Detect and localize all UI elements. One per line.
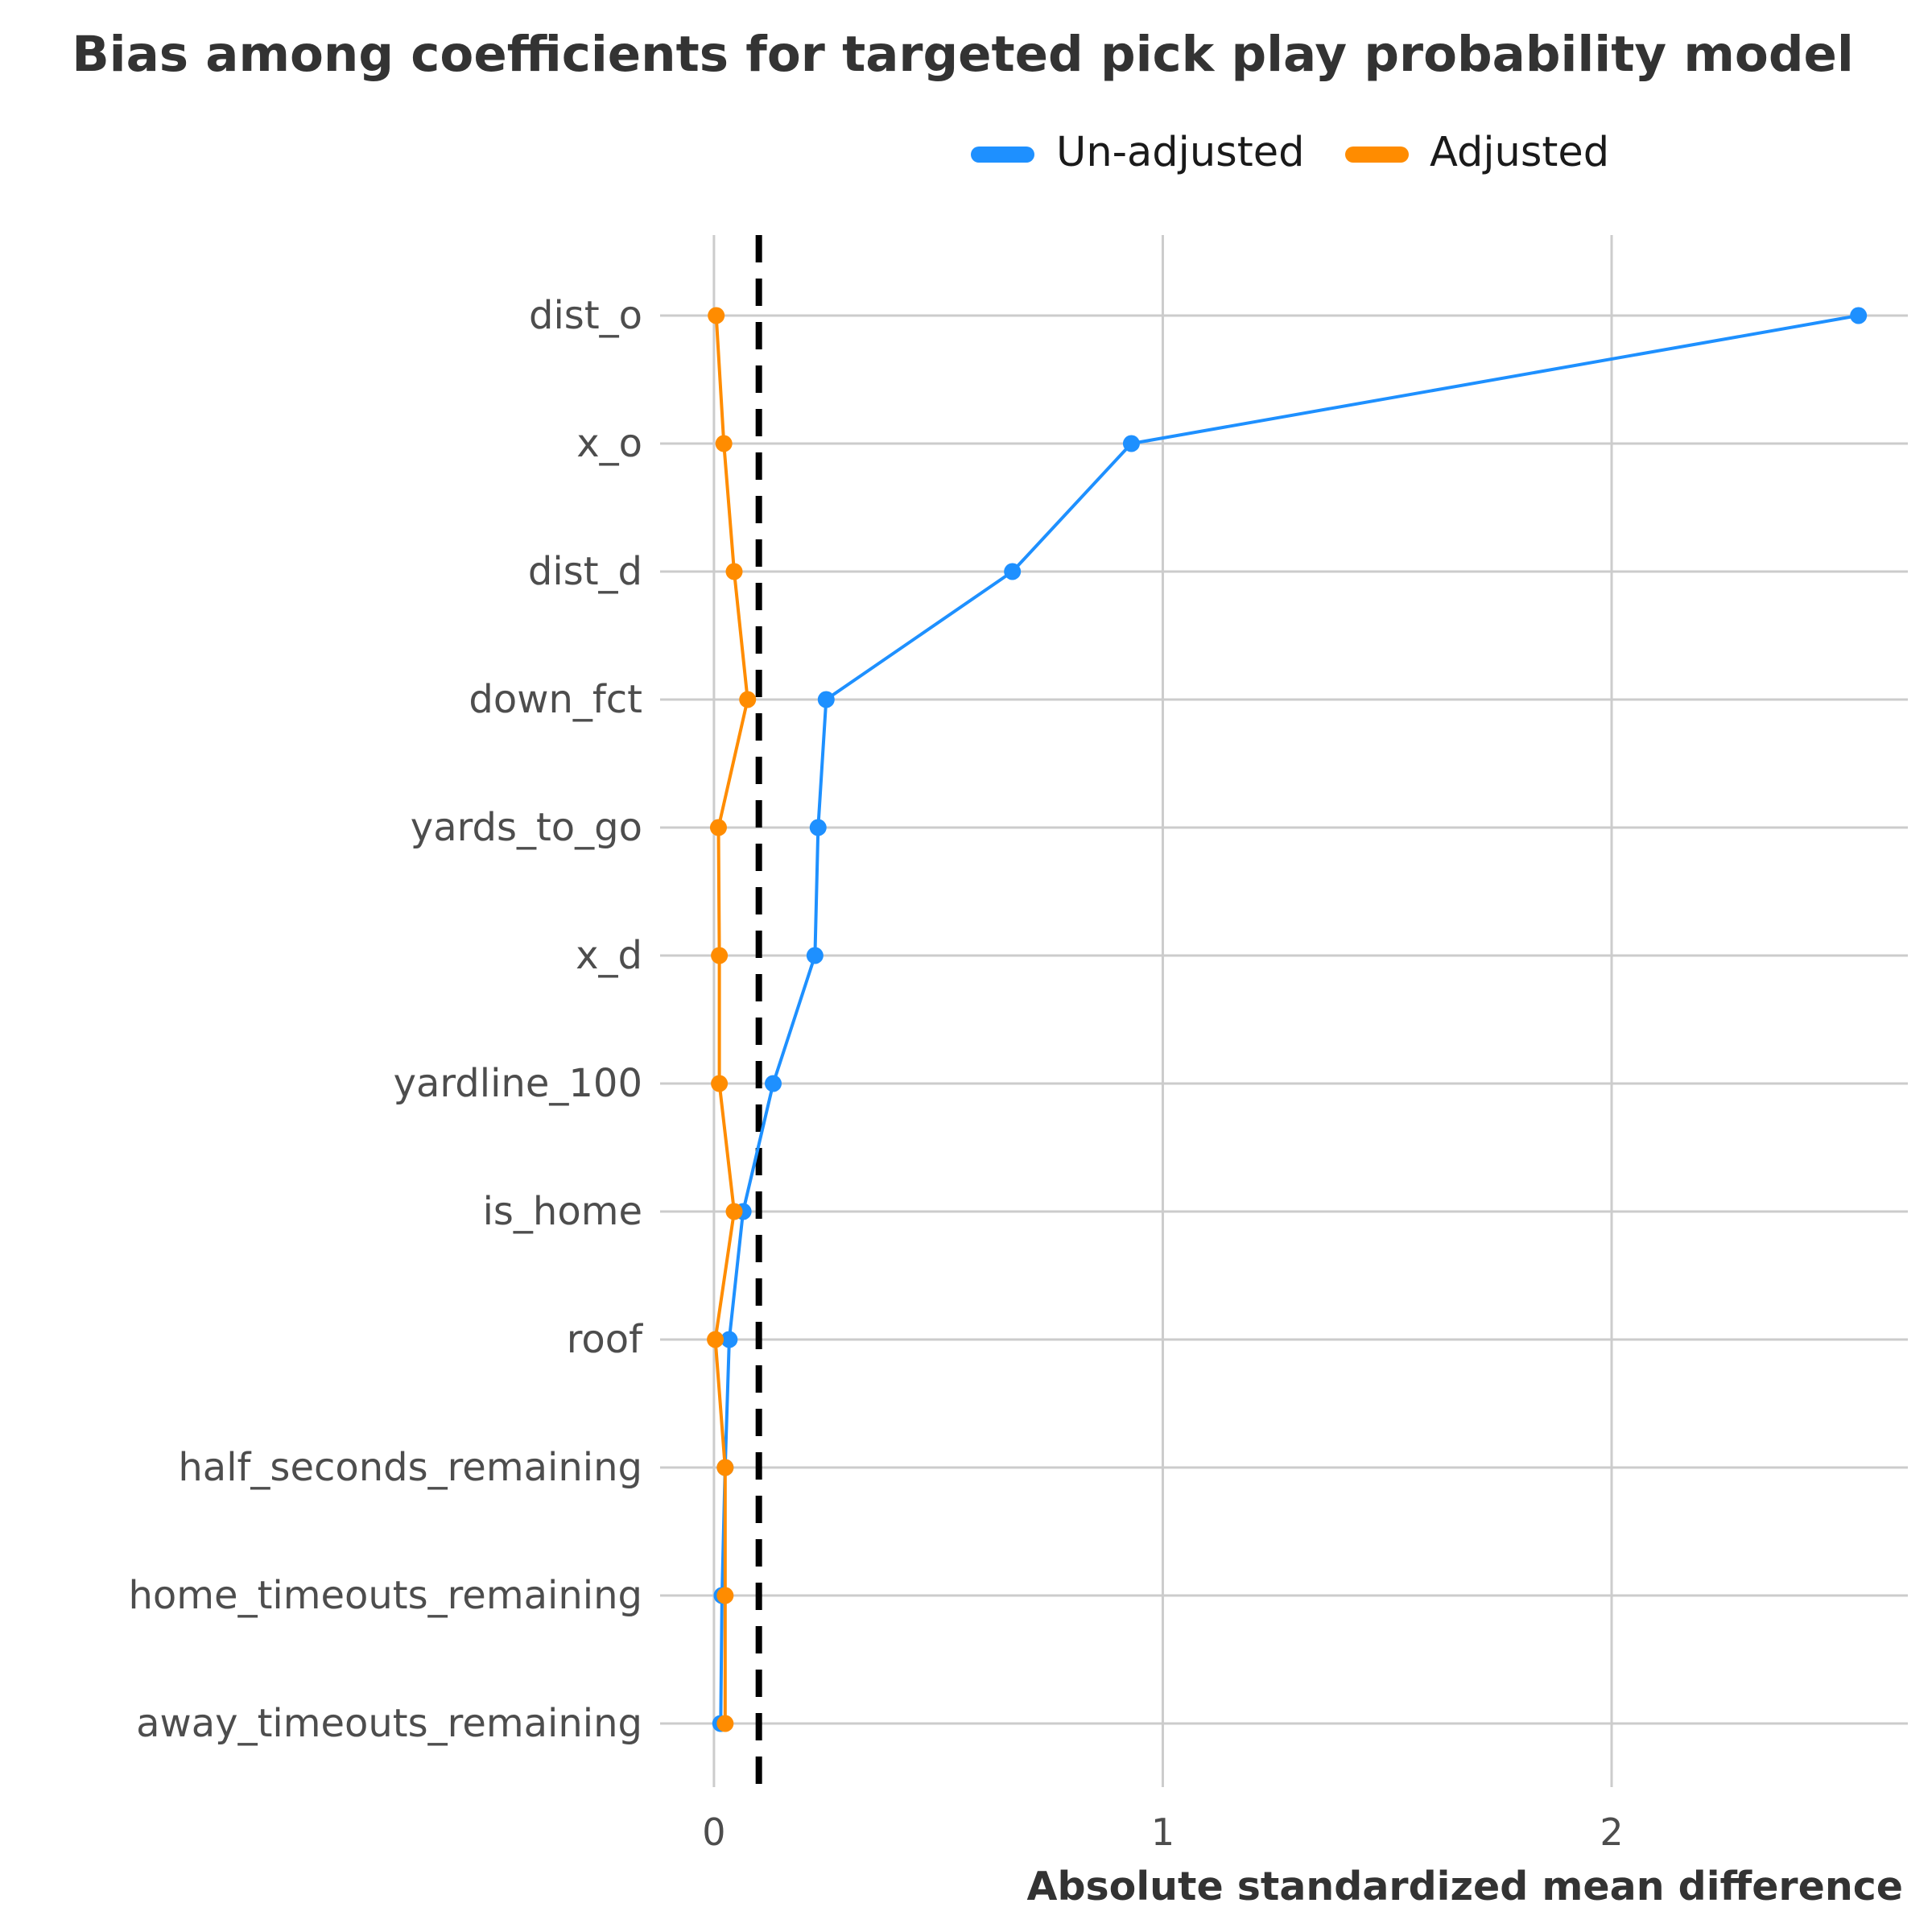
point-un-adjusted-yardline-100 [765, 1075, 782, 1092]
y-tick-label-roof: roof [567, 1317, 643, 1362]
chart-title: Bias among coefficients for targeted pic… [72, 26, 1854, 83]
y-tick-label-away-timeouts-remaining: away_timeouts_remaining [136, 1701, 642, 1746]
point-adjusted-x-o [715, 435, 733, 452]
y-gridlines [660, 314, 1908, 1725]
x-tick-label-0: 0 [702, 1810, 725, 1854]
point-un-adjusted-dist-d [1004, 563, 1022, 580]
series-un-adjusted [712, 307, 1868, 1732]
x-axis-title: Absolute standardized mean difference [1027, 1864, 1903, 1909]
series-line-un-adjusted [719, 314, 1860, 1724]
legend-label-unadjusted: Un-adjusted [1056, 129, 1305, 176]
point-adjusted-yardline-100 [711, 1075, 729, 1092]
point-adjusted-dist-d [725, 563, 743, 580]
y-tick-label-yardline-100: yardline_100 [394, 1061, 642, 1106]
point-adjusted-down-fct [739, 691, 757, 708]
point-adjusted-roof [707, 1331, 724, 1348]
y-tick-label-x-o: x_o [576, 421, 642, 466]
x-tick-label-1: 1 [1151, 1810, 1174, 1854]
point-un-adjusted-x-d [806, 947, 824, 964]
y-tick-label-home-timeouts-remaining: home_timeouts_remaining [128, 1573, 642, 1618]
series-layer [707, 307, 1868, 1732]
point-adjusted-is-home [725, 1203, 743, 1220]
x-gridlines [712, 235, 1613, 1787]
series-adjusted [707, 307, 757, 1732]
legend-label-adjusted: Adjusted [1430, 129, 1609, 176]
point-un-adjusted-yards-to-go [809, 819, 827, 836]
x-axis-labels: 0 1 2 [702, 1810, 1623, 1854]
legend: Un-adjusted Adjusted [971, 129, 1609, 176]
point-un-adjusted-dist-o [1850, 307, 1868, 324]
point-adjusted-dist-o [708, 307, 725, 324]
x-tick-label-2: 2 [1600, 1810, 1623, 1854]
point-adjusted-away-timeouts-remaining [716, 1715, 734, 1732]
point-un-adjusted-x-o [1122, 435, 1140, 452]
y-tick-label-half-seconds-remaining: half_seconds_remaining [178, 1445, 642, 1490]
y-tick-label-dist-d: dist_d [528, 549, 642, 594]
point-adjusted-home-timeouts-remaining [716, 1587, 734, 1604]
y-tick-label-yards-to-go: yards_to_go [411, 805, 642, 850]
point-adjusted-yards-to-go [709, 819, 727, 836]
point-adjusted-x-d [711, 947, 729, 964]
y-tick-label-x-d: x_d [576, 933, 642, 978]
point-un-adjusted-roof [720, 1331, 738, 1348]
point-un-adjusted-down-fct [817, 691, 835, 708]
y-axis-labels: dist_o x_o dist_d down_fct yards_to_go x_dyar… [128, 293, 643, 1746]
series-line-adjusted [713, 315, 749, 1724]
point-adjusted-half-seconds-remaining [716, 1459, 734, 1476]
y-tick-label-is-home: is_home [483, 1189, 642, 1234]
y-tick-label-down-fct: down_fct [469, 677, 642, 722]
y-tick-label-dist-o: dist_o [529, 293, 642, 338]
